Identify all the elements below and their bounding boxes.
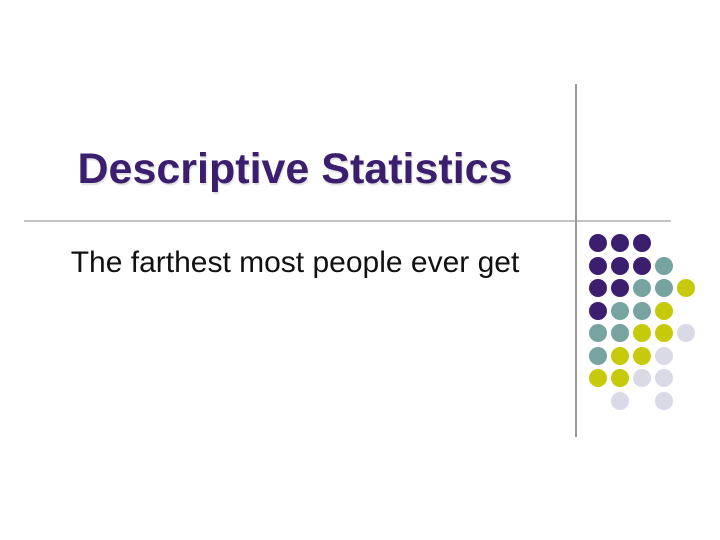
decorative-dot [655, 369, 673, 387]
decorative-dot [633, 369, 651, 387]
decorative-dot [611, 324, 629, 342]
decorative-dot [589, 346, 607, 365]
decorative-dot [633, 301, 651, 320]
decorative-dot [611, 301, 629, 320]
decorative-dot [655, 279, 673, 297]
slide-title: Descriptive Statistics [77, 145, 513, 193]
decorative-dot [611, 346, 629, 365]
decorative-dot [655, 324, 673, 342]
decorative-dot [677, 279, 695, 297]
decorative-dot [589, 279, 607, 297]
decorative-dot [589, 234, 607, 252]
decorative-dot [589, 324, 607, 342]
decorative-dot [633, 346, 651, 365]
decorative-dot [611, 256, 629, 275]
decorative-dot [611, 279, 629, 297]
decorative-dot [611, 369, 629, 387]
decorative-dot [655, 301, 673, 320]
decorative-dot [633, 279, 651, 297]
decorative-dot [611, 391, 629, 410]
decorative-dot [655, 346, 673, 365]
decorative-dot [633, 256, 651, 275]
decorative-dot [589, 369, 607, 387]
vertical-divider-line [575, 84, 577, 437]
decorative-dot [633, 324, 651, 342]
decorative-dot [633, 234, 651, 252]
decorative-dot [611, 234, 629, 252]
decorative-dot [655, 391, 673, 410]
decorative-dot [677, 324, 695, 342]
decorative-dot [589, 301, 607, 320]
title-divider-line [24, 220, 671, 222]
decorative-dot [589, 256, 607, 275]
slide-subtitle: The farthest most people ever get [70, 246, 520, 279]
decorative-dot [655, 256, 673, 275]
